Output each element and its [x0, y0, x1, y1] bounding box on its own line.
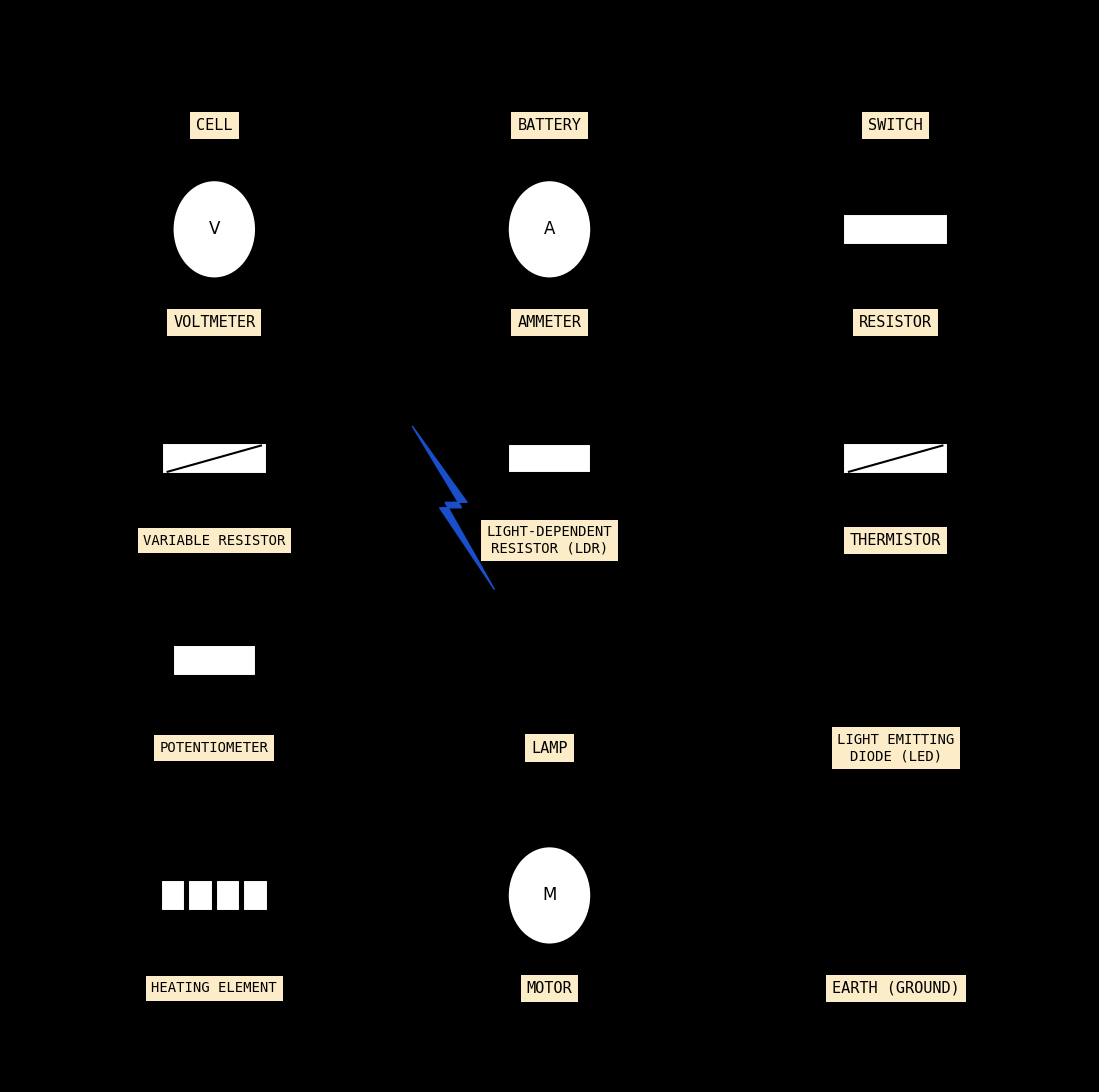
Text: LIGHT-DEPENDENT
RESISTOR (LDR): LIGHT-DEPENDENT RESISTOR (LDR): [487, 525, 612, 556]
Text: RESISTOR: RESISTOR: [859, 314, 932, 330]
Text: AMMETER: AMMETER: [518, 314, 581, 330]
Text: LAMP: LAMP: [531, 740, 568, 756]
Text: HEATING ELEMENT: HEATING ELEMENT: [152, 982, 277, 995]
Text: SWITCH: SWITCH: [868, 118, 923, 133]
Ellipse shape: [173, 180, 256, 278]
Text: EARTH (GROUND): EARTH (GROUND): [832, 981, 959, 996]
Bar: [163, 443, 267, 474]
Text: V: V: [209, 221, 220, 238]
Text: CELL: CELL: [196, 118, 233, 133]
Ellipse shape: [508, 846, 591, 945]
Bar: [844, 214, 947, 245]
Text: POTENTIOMETER: POTENTIOMETER: [159, 741, 269, 755]
Text: MOTOR: MOTOR: [526, 981, 573, 996]
Bar: [244, 880, 268, 911]
Bar: [189, 880, 213, 911]
Bar: [844, 443, 947, 474]
Ellipse shape: [508, 180, 591, 278]
Text: A: A: [544, 221, 555, 238]
Bar: [174, 645, 255, 676]
Text: VOLTMETER: VOLTMETER: [174, 314, 255, 330]
Text: BATTERY: BATTERY: [518, 118, 581, 133]
Text: M: M: [542, 887, 557, 904]
Bar: [217, 880, 241, 911]
Text: LIGHT EMITTING
DIODE (LED): LIGHT EMITTING DIODE (LED): [837, 733, 954, 763]
Bar: [162, 880, 186, 911]
Polygon shape: [412, 426, 495, 590]
Text: VARIABLE RESISTOR: VARIABLE RESISTOR: [143, 534, 286, 547]
Bar: [508, 444, 591, 473]
Text: THERMISTOR: THERMISTOR: [850, 533, 942, 548]
